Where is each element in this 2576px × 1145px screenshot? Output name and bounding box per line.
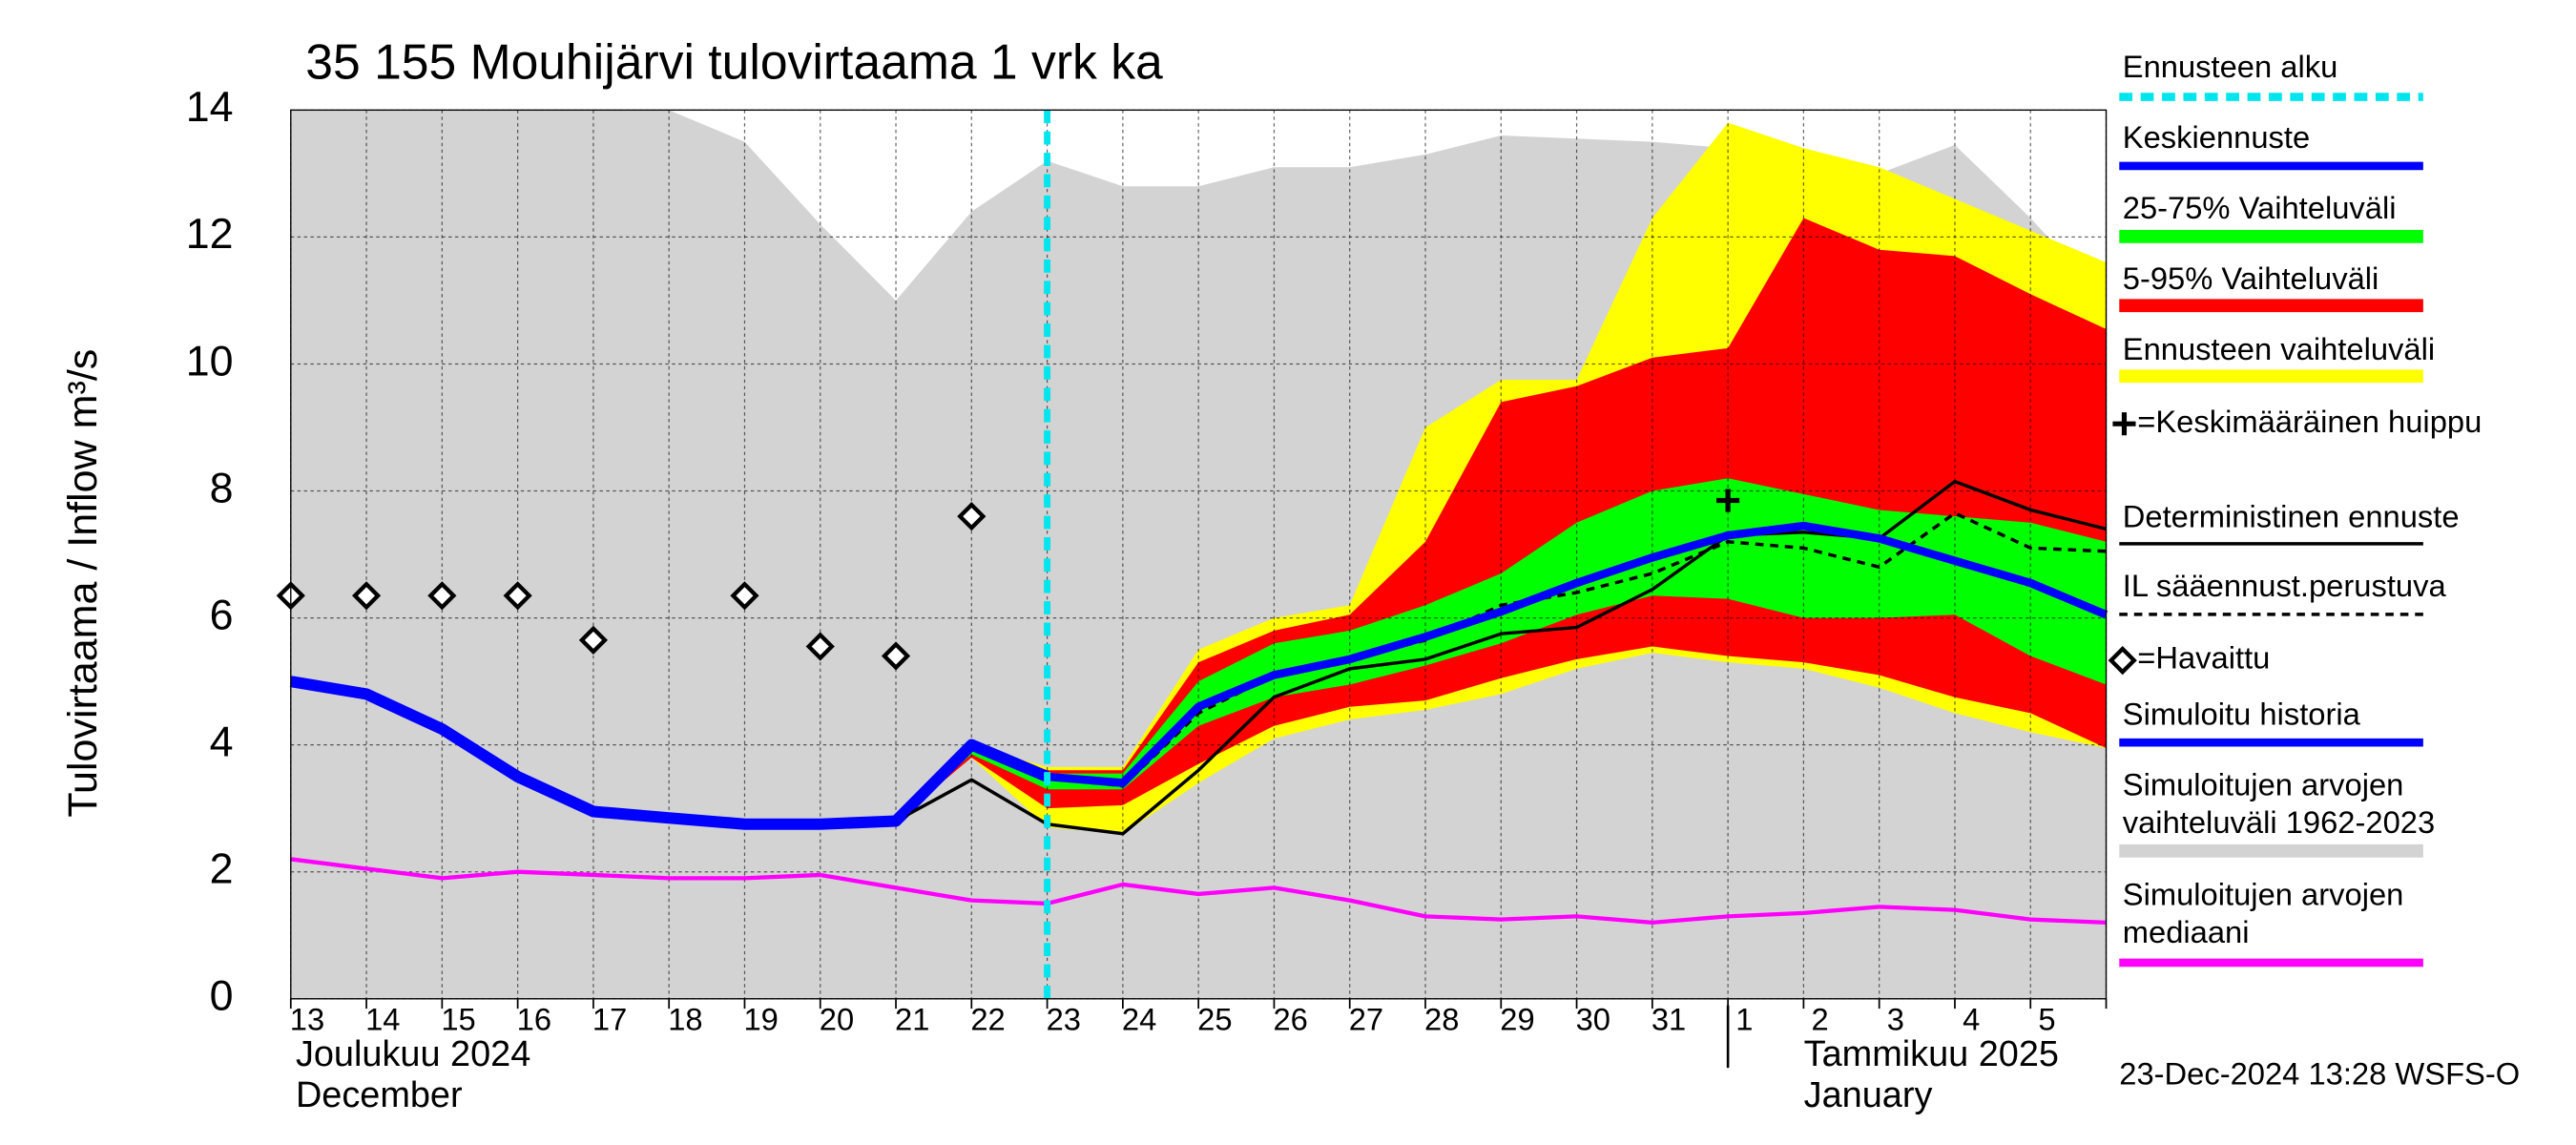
observed-marker — [578, 625, 609, 655]
legend-label: Deterministinen ennuste — [2122, 501, 2460, 536]
legend-entry: Ennusteen vaihteluväli — [2122, 333, 2436, 368]
markers — [276, 110, 1740, 999]
legend-label: Ennusteen vaihteluväli — [2122, 333, 2436, 368]
legend-entry: Ennusteen alku — [2122, 51, 2338, 86]
x-tick-label: 14 — [365, 1002, 400, 1037]
plot-frame — [290, 109, 2108, 1000]
y-tick-label: 14 — [186, 83, 234, 131]
legend-entry: Simuloitujen arvojen vaihteluväli 1962-2… — [2122, 768, 2436, 842]
x-tick-label: 18 — [668, 1002, 702, 1037]
observed-marker — [351, 581, 382, 611]
month-label: January — [1804, 1075, 1933, 1115]
legend-label: Simuloitu historia — [2122, 697, 2360, 733]
x-tick-label: 13 — [290, 1002, 324, 1037]
x-tick-label: 20 — [820, 1002, 854, 1037]
y-tick-label: 4 — [210, 718, 234, 765]
legend-label: Ennusteen alku — [2122, 51, 2338, 86]
legend-label: Keskiennuste — [2122, 121, 2311, 156]
line — [290, 857, 2107, 926]
x-tick-label: 22 — [970, 1002, 1005, 1037]
legend-symbol — [2108, 646, 2137, 676]
x-tick-label: 30 — [1576, 1002, 1610, 1037]
x-tick-label: 5 — [2038, 1002, 2055, 1037]
lines — [289, 479, 2109, 926]
observed-marker — [427, 581, 457, 611]
y-tick-label: 0 — [210, 972, 234, 1020]
legend-label: 5-95% Vaihteluväli — [2122, 262, 2379, 298]
legend-label: =Keskimääräinen huippu — [2137, 406, 2483, 441]
legend-label: 25-75% Vaihteluväli — [2122, 192, 2397, 227]
legend-entry: Simuloitujen arvojen mediaani — [2122, 879, 2404, 951]
legend-entry: 25-75% Vaihteluväli — [2122, 192, 2397, 227]
legend-label: =Havaittu — [2137, 642, 2271, 677]
x-tick-label: 3 — [1887, 1002, 1904, 1037]
month-label: Tammikuu 2025 — [1804, 1034, 2059, 1074]
y-tick-label: 10 — [186, 337, 234, 385]
peak-marker — [1716, 489, 1740, 512]
footer: 23-Dec-2024 13:28 WSFS-O — [2119, 1055, 2520, 1091]
x-tick-label: 29 — [1500, 1002, 1534, 1037]
x-tick-label: 28 — [1424, 1002, 1459, 1037]
x-tick-label: 21 — [895, 1002, 929, 1037]
observed-marker — [730, 581, 759, 611]
x-tick-label: 31 — [1652, 1002, 1686, 1037]
legend-label: Simuloitujen arvojen vaihteluväli 1962-2… — [2122, 768, 2436, 842]
x-tick-label: 15 — [441, 1002, 475, 1037]
y-tick-label: 2 — [210, 845, 234, 893]
legend-label: IL sääennust.perustuva — [2122, 570, 2446, 605]
legend-entry: Simuloitu historia — [2122, 697, 2360, 733]
x-tick-label: 16 — [517, 1002, 551, 1037]
month-label: Joulukuu 2024 — [296, 1034, 530, 1074]
x-tick-label: 27 — [1349, 1002, 1383, 1037]
y-tick-label: 6 — [210, 591, 234, 638]
x-tick-label: 1 — [1735, 1002, 1753, 1037]
month-label: December — [296, 1075, 463, 1115]
x-tick-label: 2 — [1812, 1002, 1829, 1037]
legend-entry: =Keskimääräinen huippu — [2137, 406, 2483, 441]
line — [895, 479, 2107, 836]
legend-label: Simuloitujen arvojen mediaani — [2122, 879, 2404, 951]
observed-marker — [881, 641, 911, 671]
legend-entry: Keskiennuste — [2122, 121, 2311, 156]
observed-marker — [805, 632, 835, 661]
observed-marker — [957, 502, 987, 531]
x-tick-label: 23 — [1047, 1002, 1081, 1037]
legend-entry: =Havaittu — [2137, 642, 2271, 677]
x-tick-label: 4 — [1963, 1002, 1980, 1037]
grid — [290, 109, 2108, 1000]
line — [892, 521, 2109, 824]
y-axis-label: Tulovirtaama / Inflow m³/s — [60, 349, 106, 818]
chart-title: 35 155 Mouhijärvi tulovirtaama 1 vrk ka — [305, 34, 1163, 90]
legend-entry: Deterministinen ennuste — [2122, 501, 2460, 536]
legend-symbol — [2112, 412, 2136, 436]
observed-marker — [503, 581, 532, 611]
x-tick-label: 25 — [1197, 1002, 1232, 1037]
y-tick-label: 12 — [186, 210, 234, 258]
x-tick-label: 26 — [1273, 1002, 1307, 1037]
x-tick-label: 19 — [743, 1002, 778, 1037]
x-tick-label: 17 — [592, 1002, 627, 1037]
legend-entry: 5-95% Vaihteluväli — [2122, 262, 2379, 298]
y-tick-label: 8 — [210, 464, 234, 511]
x-tick-label: 24 — [1122, 1002, 1156, 1037]
legend-entry: IL sääennust.perustuva — [2122, 570, 2446, 605]
